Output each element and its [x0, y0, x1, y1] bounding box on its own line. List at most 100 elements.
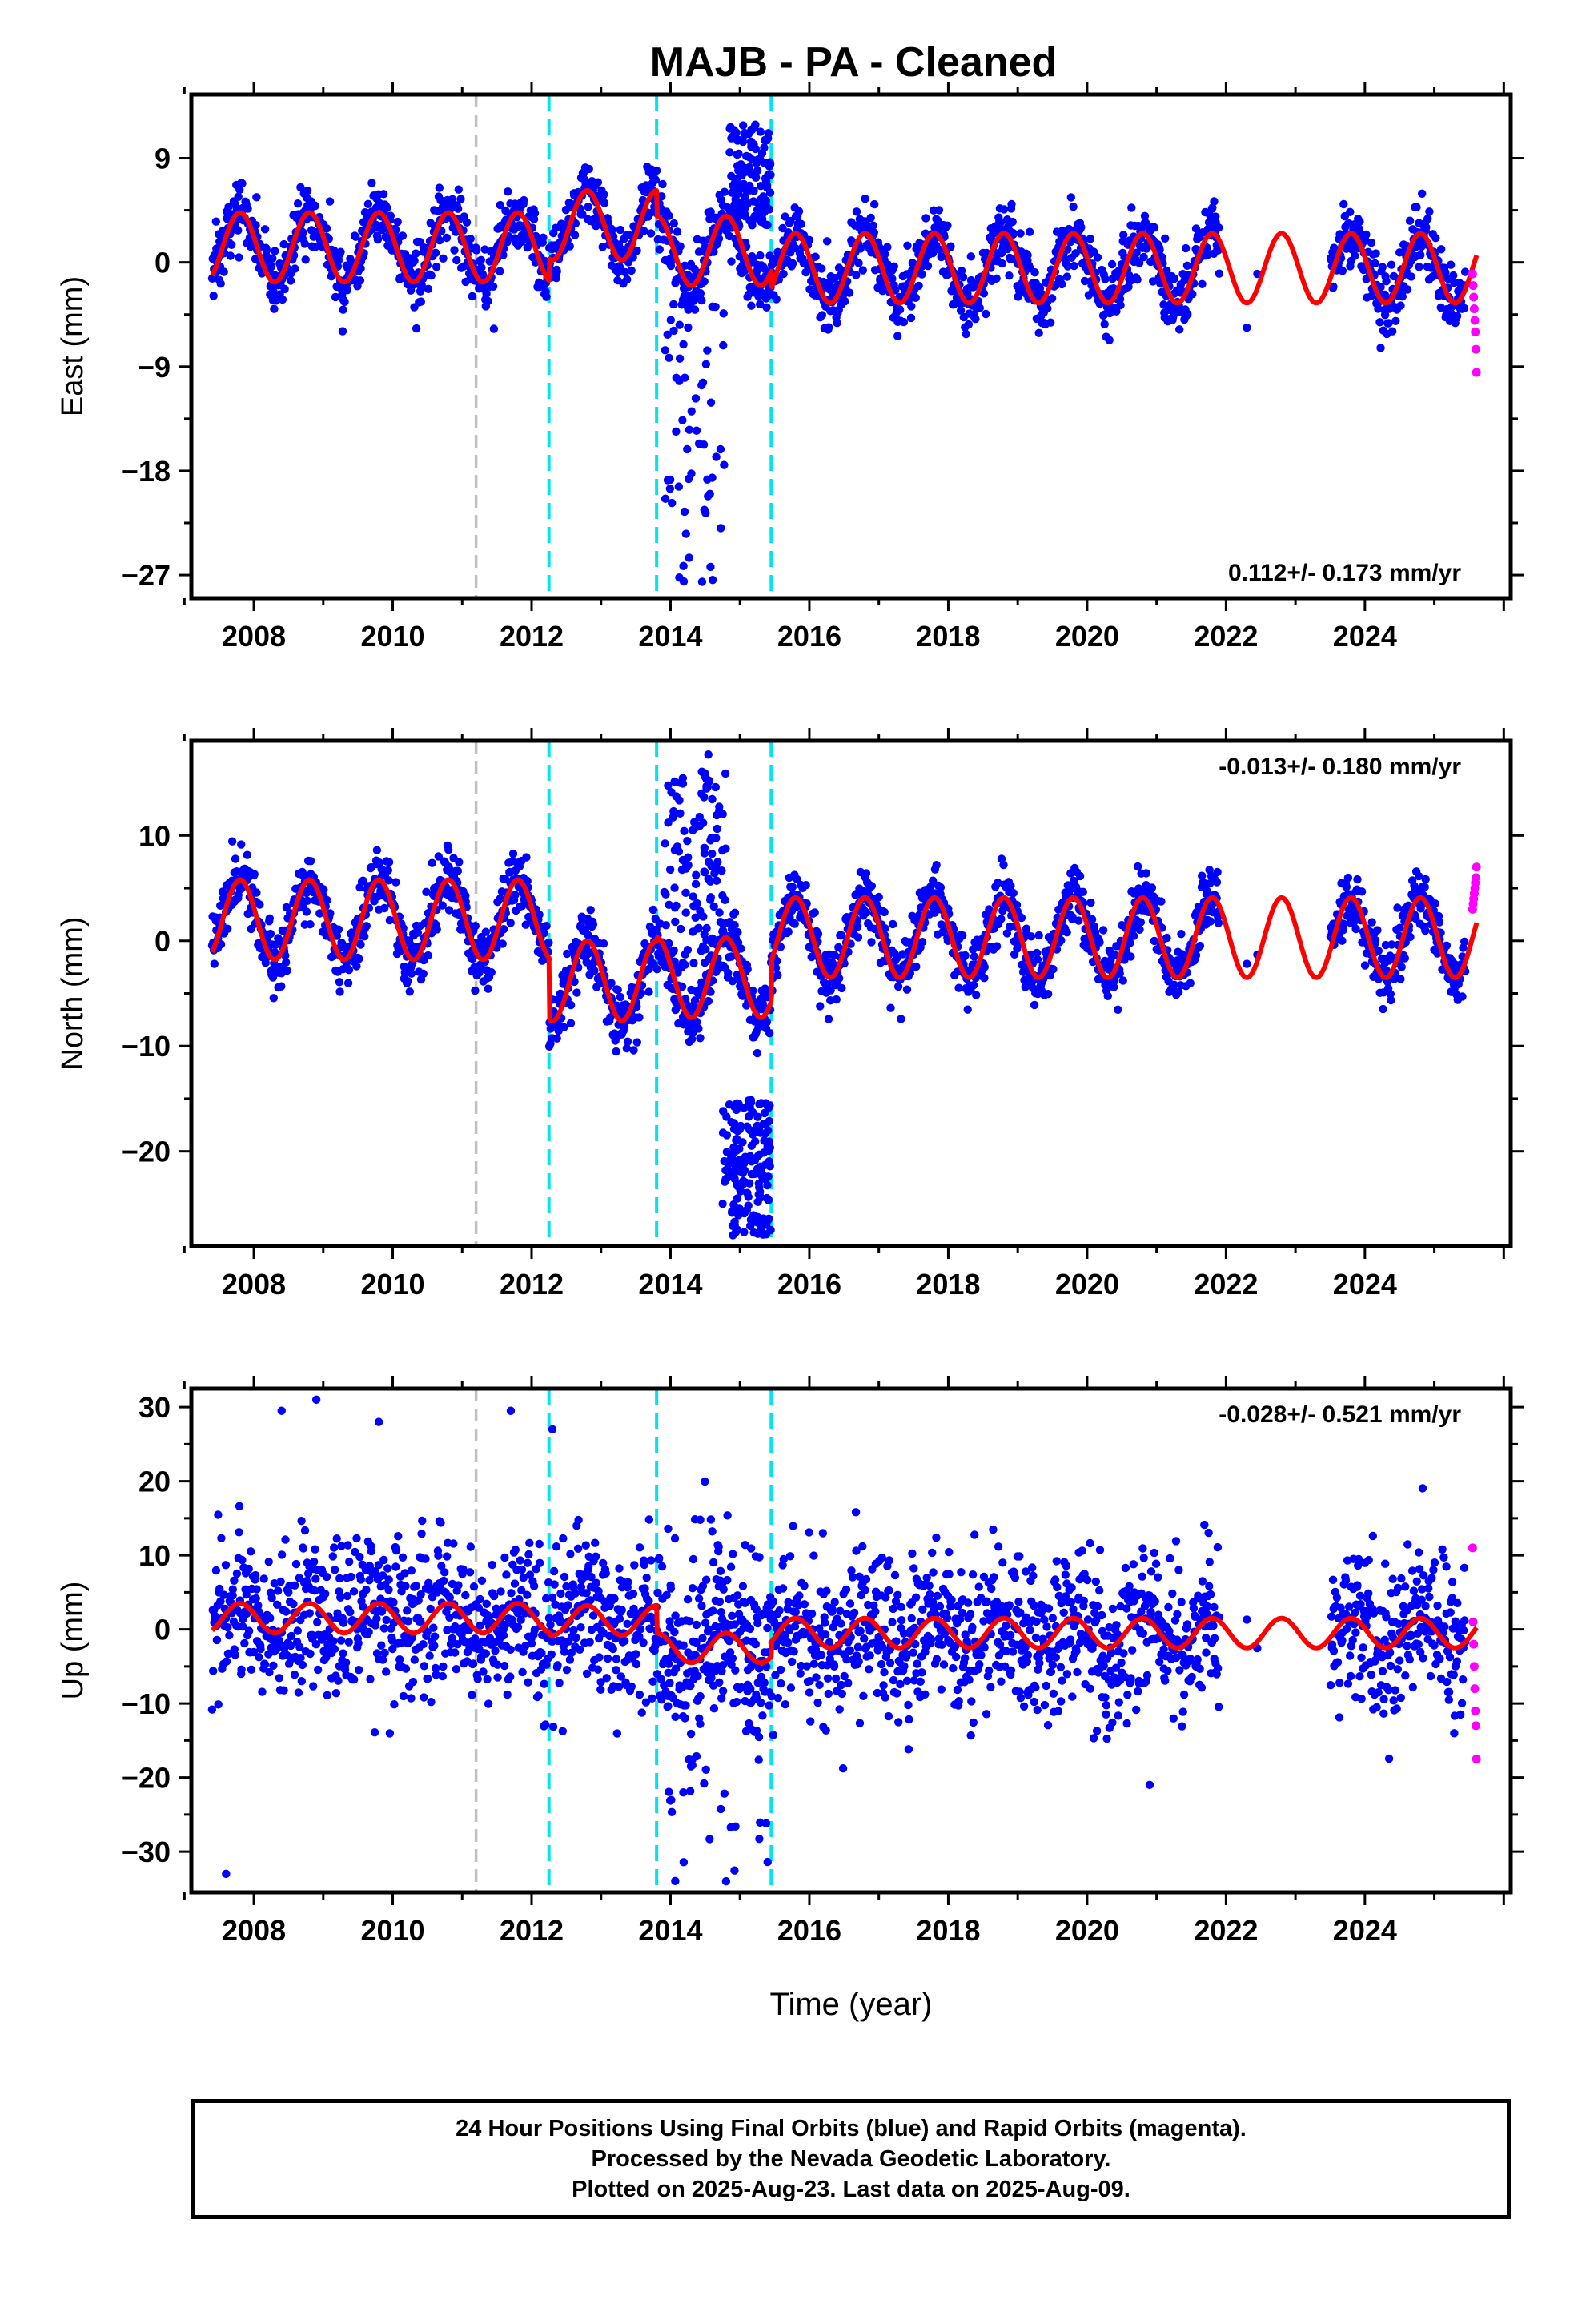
outlier-point [700, 930, 709, 939]
data-point [453, 204, 463, 213]
data-point [834, 263, 844, 272]
data-point [1126, 952, 1135, 961]
data-point [657, 192, 666, 201]
data-point [250, 870, 259, 879]
data-point [362, 922, 371, 931]
outlier-point [666, 316, 675, 324]
data-point [646, 209, 655, 218]
data-point [410, 256, 419, 265]
data-point [311, 243, 320, 251]
outlier-point [761, 177, 771, 186]
x-tick-label: 2022 [1194, 620, 1258, 653]
velocity-label: -0.013+/- 0.180 mm/yr [1219, 754, 1461, 780]
data-point [832, 995, 841, 1004]
data-point [455, 858, 464, 866]
data-point [1177, 930, 1186, 939]
data-point [817, 264, 826, 273]
x-tick-label: 2020 [1055, 1268, 1119, 1301]
outlier-point [675, 573, 684, 582]
data-point [773, 971, 782, 979]
data-point [1098, 926, 1108, 935]
outlier-point [755, 199, 765, 208]
outlier-point [669, 326, 678, 336]
data-point [756, 300, 765, 308]
data-point [1183, 309, 1192, 319]
data-point [962, 329, 970, 339]
outlier-point [711, 782, 721, 792]
data-point [452, 255, 461, 265]
outlier-point [697, 947, 706, 955]
data-point [652, 965, 661, 974]
final-orbit-points [207, 750, 1470, 1240]
data-point [1100, 320, 1109, 328]
outlier-point [721, 769, 730, 778]
outlier-point [762, 183, 772, 192]
data-point [1080, 276, 1090, 286]
outlier-point [673, 842, 682, 851]
data-point [1136, 918, 1146, 927]
data-point [542, 922, 551, 931]
outlier-point [741, 186, 751, 195]
data-point [1422, 223, 1431, 232]
outlier-point [745, 1125, 754, 1135]
data-point [1078, 887, 1088, 897]
data-point [646, 229, 656, 238]
outlier-point [687, 469, 696, 478]
data-point [462, 218, 472, 227]
data-point [468, 292, 477, 301]
data-point [979, 289, 989, 298]
data-point [266, 929, 275, 939]
outlier-point [697, 577, 707, 586]
data-point [704, 996, 713, 1006]
data-point [1162, 933, 1171, 943]
data-point [1159, 300, 1168, 309]
panel-frame [189, 92, 1513, 601]
data-point [709, 247, 718, 256]
data-point [1339, 199, 1348, 209]
y-tick-label: −20 [122, 1136, 171, 1168]
data-point [1212, 878, 1222, 887]
data-point [893, 332, 902, 340]
data-point [655, 245, 664, 254]
data-point [343, 286, 351, 295]
data-point [1034, 931, 1043, 940]
data-point [416, 297, 425, 306]
data-point [432, 263, 441, 271]
data-point [972, 991, 981, 999]
data-point [267, 262, 276, 271]
data-point [1005, 271, 1014, 280]
x-tick-label: 2014 [638, 620, 702, 653]
data-point [1442, 941, 1452, 951]
data-point [1008, 217, 1017, 227]
data-point [442, 233, 452, 243]
outlier-point [753, 205, 762, 215]
outlier-point [730, 1174, 739, 1184]
data-point [552, 1034, 561, 1043]
data-point [1458, 992, 1467, 1001]
outlier-point [765, 1116, 774, 1126]
outlier-point [741, 212, 749, 221]
data-point [852, 207, 861, 216]
data-point [1403, 285, 1412, 294]
data-point [1095, 938, 1104, 947]
data-point [730, 908, 740, 918]
data-point [588, 919, 598, 929]
data-point [237, 840, 246, 849]
data-point [694, 247, 704, 256]
panel-east: 2008 2010 2012 2014 2016 2018 2020 2022 202490−9… [56, 82, 1524, 653]
data-point [816, 1002, 825, 1011]
data-point [584, 164, 593, 174]
data-point [975, 304, 985, 312]
outlier-point [719, 309, 728, 318]
data-point [293, 199, 303, 208]
chart-panels: 2008 2010 2012 2014 2016 2018 2020 2022 202490−9… [56, 82, 1524, 1947]
data-point [1047, 294, 1057, 303]
panel-north: 2008 2010 2012 2014 2016 2018 2020 2022 2024100−… [56, 728, 1524, 1301]
outlier-point [748, 221, 757, 230]
data-point [889, 919, 897, 929]
data-point [291, 264, 299, 273]
data-point [383, 866, 392, 875]
outlier-point [731, 1228, 741, 1236]
data-point [373, 235, 383, 244]
data-point [570, 231, 580, 239]
